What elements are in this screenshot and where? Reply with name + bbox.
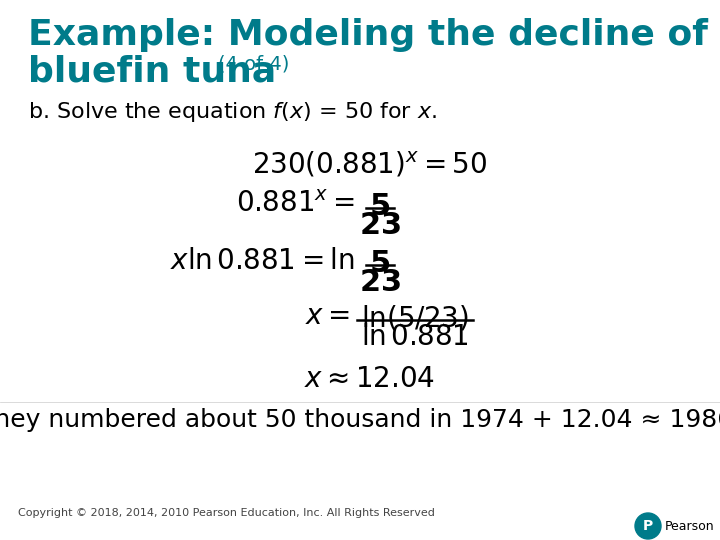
Text: Pearson: Pearson <box>665 519 715 532</box>
Text: $0.881^{x} =$: $0.881^{x} =$ <box>236 190 355 218</box>
Circle shape <box>635 513 661 539</box>
Text: $\ln 0.881$: $\ln 0.881$ <box>361 323 469 351</box>
Text: Example: Modeling the decline of: Example: Modeling the decline of <box>28 18 708 52</box>
Text: $\mathbf{5}$: $\mathbf{5}$ <box>369 192 390 221</box>
Text: $\ln(5/23)$: $\ln(5/23)$ <box>361 304 469 333</box>
Text: $230(0.881)^{x} = 50$: $230(0.881)^{x} = 50$ <box>252 150 487 179</box>
Text: $x\ln 0.881 = \ln$: $x\ln 0.881 = \ln$ <box>171 247 355 275</box>
Text: bluefin tuna: bluefin tuna <box>28 54 276 88</box>
Text: (4 of 4): (4 of 4) <box>218 54 289 73</box>
Text: P: P <box>643 519 653 533</box>
Text: $\mathbf{5}$: $\mathbf{5}$ <box>369 249 390 278</box>
Text: They numbered about 50 thousand in 1974 + 12.04 ≈ 1986.: They numbered about 50 thousand in 1974 … <box>0 408 720 432</box>
Text: $x \approx 12.04$: $x \approx 12.04$ <box>305 365 436 393</box>
Text: $\mathbf{23}$: $\mathbf{23}$ <box>359 211 401 240</box>
Text: $\mathbf{23}$: $\mathbf{23}$ <box>359 268 401 297</box>
Text: $x =$: $x =$ <box>305 302 350 330</box>
Text: Copyright © 2018, 2014, 2010 Pearson Education, Inc. All Rights Reserved: Copyright © 2018, 2014, 2010 Pearson Edu… <box>18 508 435 518</box>
Text: b. Solve the equation $f(x)$ = 50 for $x$.: b. Solve the equation $f(x)$ = 50 for $x… <box>28 100 437 124</box>
